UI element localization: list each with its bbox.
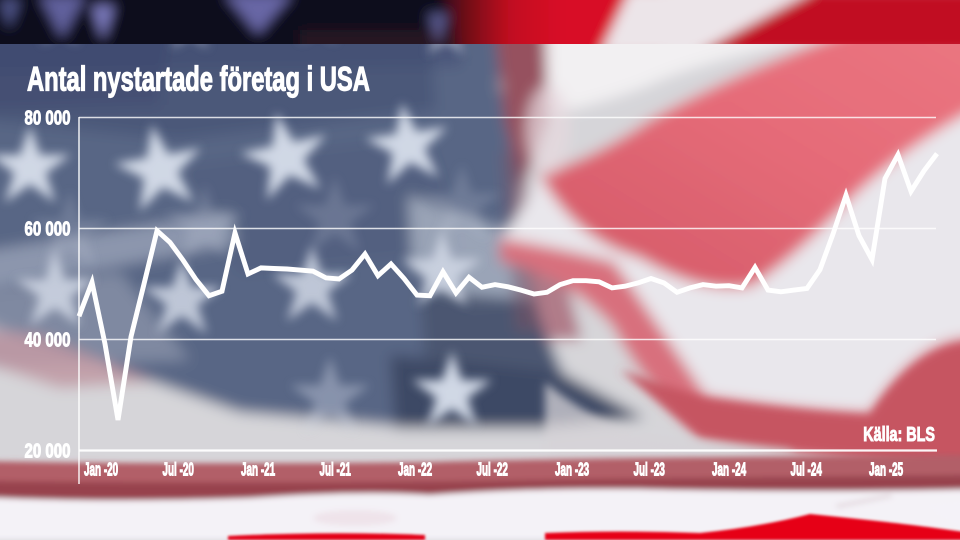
svg-text:Jul -23: Jul -23 [634, 461, 665, 481]
svg-text:Källa: BLS: Källa: BLS [863, 422, 935, 445]
svg-text:Jul -21: Jul -21 [320, 461, 351, 481]
svg-text:Jan -20: Jan -20 [84, 461, 118, 481]
svg-text:Jan -23: Jan -23 [555, 461, 589, 481]
svg-text:Jan -22: Jan -22 [398, 461, 432, 481]
svg-text:Jul -20: Jul -20 [163, 461, 194, 481]
svg-text:40 000: 40 000 [25, 328, 71, 351]
svg-text:20 000: 20 000 [25, 439, 71, 462]
svg-text:Jan -25: Jan -25 [869, 461, 903, 481]
svg-text:Jul -24: Jul -24 [791, 461, 823, 481]
svg-text:Jan -21: Jan -21 [241, 461, 275, 481]
svg-text:Jan -24: Jan -24 [712, 461, 747, 481]
svg-text:Jul -22: Jul -22 [477, 461, 508, 481]
svg-text:80 000: 80 000 [25, 106, 71, 129]
svg-text:Antal nystartade företag i USA: Antal nystartade företag i USA [27, 60, 370, 98]
svg-text:60 000: 60 000 [25, 217, 71, 240]
